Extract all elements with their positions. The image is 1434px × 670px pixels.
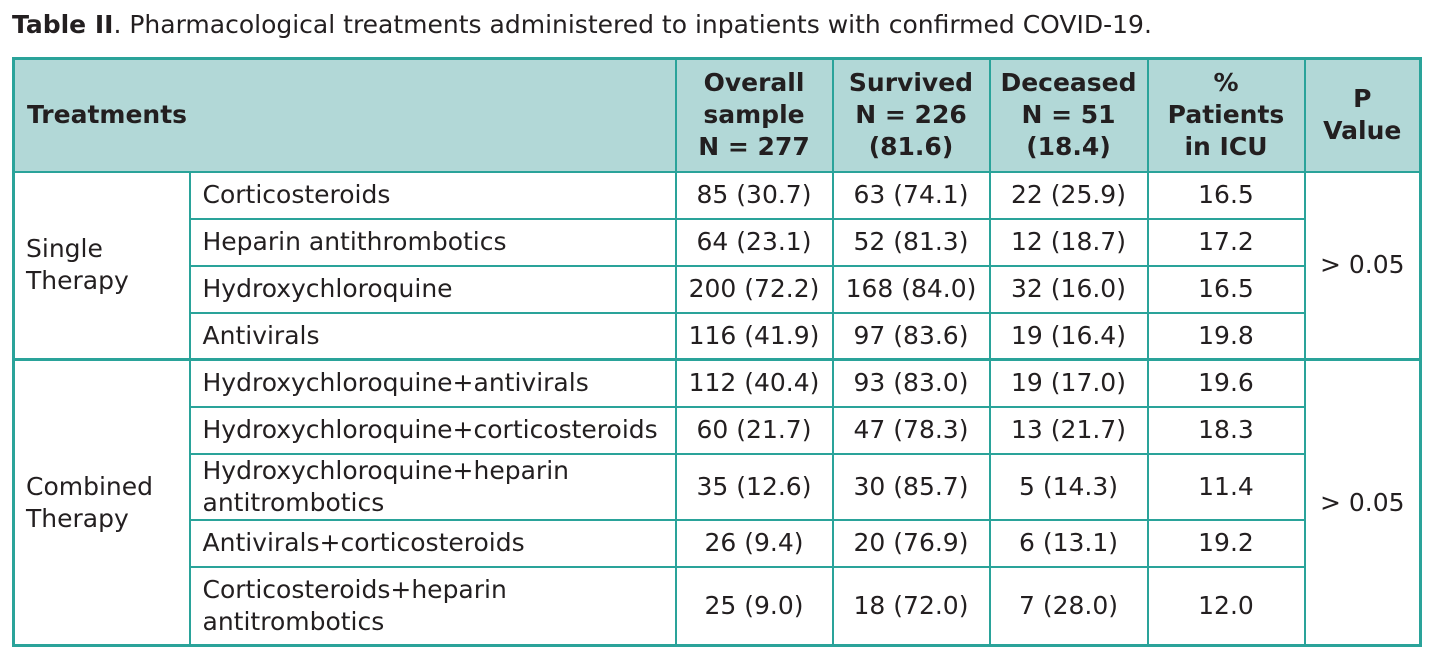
header-overall-line: N = 277	[698, 132, 810, 162]
treatment-name: Hydroxychloroquine+heparin antitrombotics	[188, 452, 677, 521]
overall-sample-cell: 35 (12.6)	[674, 452, 834, 521]
deceased-cell: 5 (14.3)	[988, 452, 1149, 521]
overall-sample-cell: 112 (40.4)	[674, 358, 834, 408]
table-header: Treatments Overall sample N = 277 Surviv…	[12, 57, 1422, 173]
survived-cell: 47 (78.3)	[831, 405, 991, 455]
treatment-name-line: Hydroxychloroquine+corticosteroids	[202, 415, 658, 444]
overall-sample-cell: 85 (30.7)	[674, 170, 834, 220]
treatment-name: Antivirals	[188, 311, 677, 361]
table-row: Single Therapy Corticosteroids 85 (30.7) 63 …	[12, 170, 1422, 361]
treatment-name: Corticosteroids	[188, 170, 677, 220]
header-survived-line: (81.6)	[868, 132, 954, 162]
header-icu-line: Patients	[1167, 100, 1285, 130]
treatment-name-line: Corticosteroids+heparin	[202, 574, 507, 604]
therapy-group-label: Single Therapy	[12, 170, 191, 361]
overall-sample-cell: 60 (21.7)	[674, 405, 834, 455]
icu-percent-cell: 16.5	[1146, 264, 1306, 314]
table-caption: Table II. Pharmacological treatments adm…	[12, 8, 1152, 42]
table-row: Antivirals+corticosteroids 26 (9.4) 20 (76…	[14, 518, 1421, 568]
treatment-name-line: Hydroxychloroquine+heparin	[202, 455, 569, 485]
deceased-cell: 32 (16.0)	[988, 264, 1149, 314]
survived-cell: 63 (74.1)	[831, 170, 991, 220]
treatment-name: Heparin antithrombotics	[188, 217, 677, 267]
header-icu-line: in ICU	[1184, 132, 1268, 162]
overall-sample-cell: 64 (23.1)	[674, 217, 834, 267]
deceased-cell: 13 (21.7)	[988, 405, 1149, 455]
treatment-name: Corticosteroids+heparin antitrombotics	[188, 565, 677, 647]
survived-cell: 30 (85.7)	[831, 452, 991, 521]
deceased-cell: 6 (13.1)	[988, 518, 1149, 568]
header-deceased-line: N = 51	[1021, 100, 1116, 130]
header-survived: Survived N = 226 (81.6)	[831, 57, 991, 173]
header-overall-line: Overall	[703, 68, 805, 98]
treatment-name: Hydroxychloroquine+corticosteroids	[188, 405, 677, 455]
treatments-table: Treatments Overall sample N = 277 Surviv…	[12, 57, 1422, 647]
header-overall-line: sample	[703, 100, 805, 130]
treatment-name: Hydroxychloroquine	[188, 264, 677, 314]
survived-cell: 168 (84.0)	[831, 264, 991, 314]
header-survived-line: N = 226	[855, 100, 967, 130]
deceased-cell: 19 (16.4)	[988, 311, 1149, 361]
header-p-value: P Value	[1303, 57, 1422, 173]
icu-percent-cell: 18.3	[1146, 405, 1306, 455]
p-value-cell: > 0.05	[1303, 358, 1422, 647]
therapy-group-label-line: Therapy	[26, 503, 129, 533]
table-row: Heparin antithrombotics 64 (23.1) 52 (81.3…	[14, 217, 1421, 267]
header-treatments: Treatments	[12, 57, 677, 173]
header-pvalue-line: Value	[1323, 116, 1402, 146]
table-row: Hydroxychloroquine+corticosteroids 60 (21…	[14, 405, 1421, 455]
table-row: Combined Therapy Hydroxychloroquine+antivi…	[12, 358, 1422, 647]
survived-cell: 52 (81.3)	[831, 217, 991, 267]
icu-percent-cell: 11.4	[1146, 452, 1306, 521]
table-row: Antivirals 116 (41.9) 97 (83.6) 19 (16.4) 19…	[14, 311, 1421, 361]
treatment-name-line: Hydroxychloroquine+antivirals	[202, 368, 589, 398]
overall-sample-cell: 200 (72.2)	[674, 264, 834, 314]
survived-cell: 93 (83.0)	[831, 358, 991, 408]
header-deceased: Deceased N = 51 (18.4)	[988, 57, 1149, 173]
header-deceased-line: (18.4)	[1026, 132, 1111, 162]
deceased-cell: 12 (18.7)	[988, 217, 1149, 267]
treatment-name: Antivirals+corticosteroids	[188, 518, 677, 568]
therapy-group-label-line: Therapy	[26, 266, 129, 296]
treatment-name-line: Hydroxychloroquine	[202, 274, 453, 303]
deceased-cell: 19 (17.0)	[988, 358, 1149, 408]
icu-percent-cell: 19.6	[1146, 358, 1306, 408]
treatment-name-line: Antivirals+corticosteroids	[202, 528, 525, 557]
deceased-cell: 7 (28.0)	[988, 565, 1149, 647]
overall-sample-cell: 25 (9.0)	[674, 565, 834, 647]
treatment-name-line: antitrombotics	[202, 487, 385, 517]
treatment-name-line: antitrombotics	[202, 606, 385, 636]
treatment-name: Hydroxychloroquine+antivirals	[188, 358, 677, 408]
therapy-group-label-line: Single	[26, 234, 103, 264]
therapy-group-label-line: Combined	[26, 471, 154, 501]
icu-percent-cell: 12.0	[1146, 565, 1306, 647]
icu-percent-cell: 16.5	[1146, 170, 1306, 220]
survived-cell: 18 (72.0)	[831, 565, 991, 647]
icu-percent-cell: 17.2	[1146, 217, 1306, 267]
therapy-group-label: Combined Therapy	[12, 358, 191, 647]
table-caption-label: Table II	[12, 10, 114, 39]
header-pvalue-line: P	[1353, 84, 1372, 114]
table-row: Corticosteroids+heparin antitrombotics 25 …	[14, 565, 1421, 647]
icu-percent-cell: 19.8	[1146, 311, 1306, 361]
overall-sample-cell: 116 (41.9)	[674, 311, 834, 361]
header-deceased-line: Deceased	[1000, 68, 1137, 98]
table-row: Hydroxychloroquine 200 (72.2) 168 (84.0) 32…	[14, 264, 1421, 314]
treatment-name-line: Antivirals	[202, 320, 320, 350]
table-caption-text: . Pharmacological treatments administere…	[113, 10, 1152, 39]
header-icu-percent: % Patients in ICU	[1146, 57, 1306, 173]
table-row: Hydroxychloroquine+heparin antitrombotics…	[14, 452, 1421, 521]
header-icu-line: %	[1213, 68, 1239, 98]
p-value-cell: > 0.05	[1303, 170, 1422, 361]
overall-sample-cell: 26 (9.4)	[674, 518, 834, 568]
survived-cell: 20 (76.9)	[831, 518, 991, 568]
header-overall-sample: Overall sample N = 277	[674, 57, 834, 173]
treatment-name-line: Corticosteroids	[202, 180, 391, 209]
table-body: Single Therapy Corticosteroids 85 (30.7) 63 …	[12, 170, 1422, 647]
treatment-name-line: Heparin antithrombotics	[202, 227, 507, 256]
survived-cell: 97 (83.6)	[831, 311, 991, 361]
deceased-cell: 22 (25.9)	[988, 170, 1149, 220]
header-survived-line: Survived	[848, 68, 974, 98]
icu-percent-cell: 19.2	[1146, 518, 1306, 568]
